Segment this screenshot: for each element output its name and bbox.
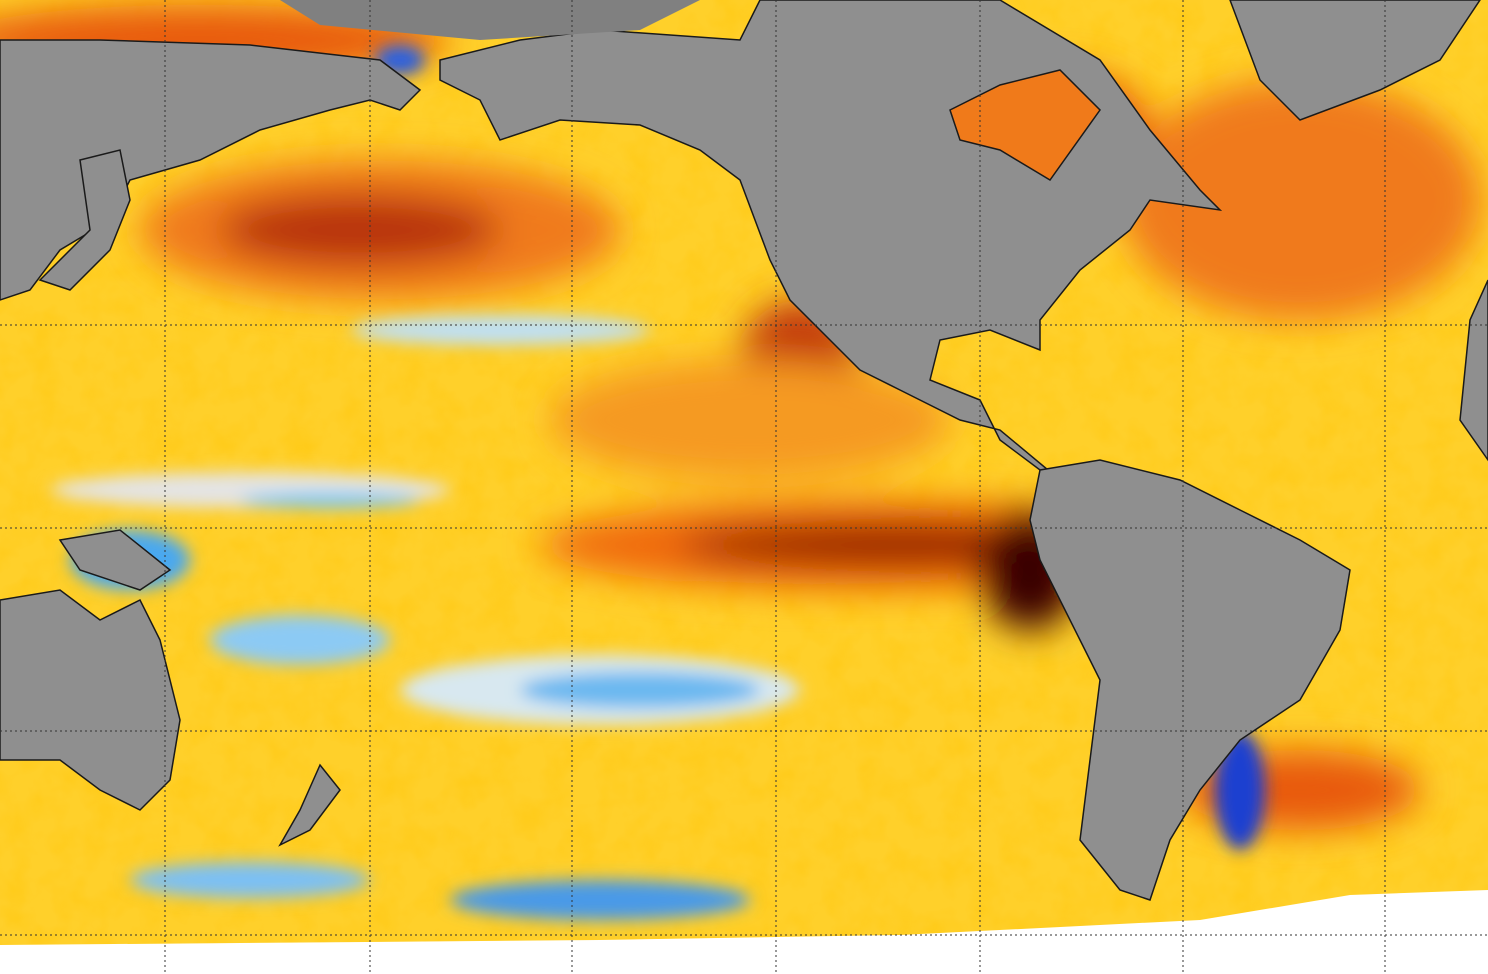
asia (0, 39, 422, 301)
new-guinea (58, 529, 172, 591)
south-america (1029, 459, 1351, 901)
new-zealand (278, 763, 341, 847)
greenland (1229, 0, 1481, 121)
japan (38, 149, 131, 291)
antarctica-ice (0, 890, 1488, 974)
australia (0, 589, 181, 811)
cool-anomalies (50, 45, 1265, 920)
hudson-bay (949, 69, 1101, 181)
polar-ice-top (280, 0, 700, 40)
